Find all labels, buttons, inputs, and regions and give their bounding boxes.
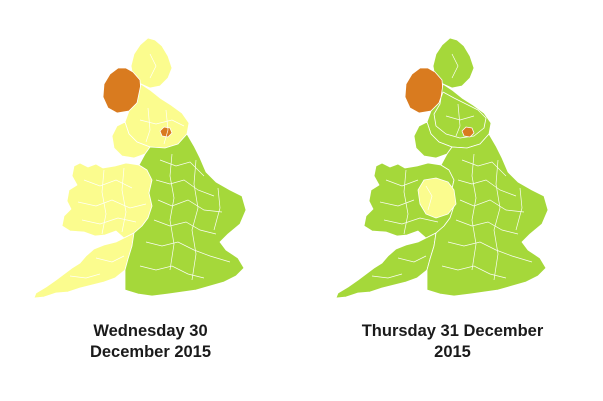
england-wales-map-thursday <box>335 37 549 299</box>
region-england-green <box>426 133 549 297</box>
region-york-district <box>159 126 173 138</box>
region-england-green <box>124 133 247 297</box>
england-wales-map-wednesday <box>33 37 247 299</box>
map-panel-thursday: Thursday 31 December 2015 <box>302 0 603 401</box>
region-north-east <box>130 37 173 89</box>
region-lancashire <box>111 121 151 159</box>
caption-line-1: Wednesday 30 <box>93 322 208 340</box>
region-wales <box>61 162 153 239</box>
caption-line-1: Thursday 31 December <box>361 322 544 340</box>
region-lancashire <box>413 121 453 159</box>
region-south-west <box>33 232 135 299</box>
map-panel-wednesday: Wednesday 30 December 2015 <box>0 0 301 401</box>
region-york-district <box>461 126 475 138</box>
caption-line-2: 2015 <box>434 343 471 361</box>
map-caption-thursday: Thursday 31 December 2015 <box>302 321 603 363</box>
map-caption-wednesday: Wednesday 30 December 2015 <box>0 321 301 363</box>
region-south-west <box>335 232 437 299</box>
region-north-east <box>432 37 475 89</box>
caption-line-2: December 2015 <box>89 343 212 361</box>
